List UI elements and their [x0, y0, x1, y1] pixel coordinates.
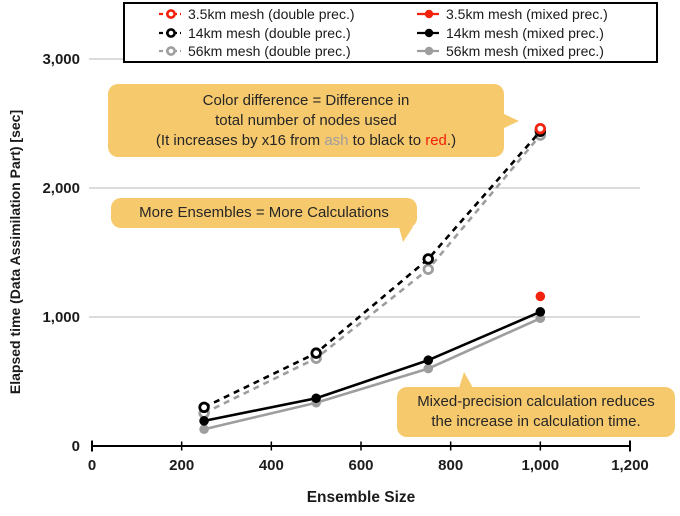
open-circle-marker-icon [159, 9, 181, 19]
series-14km-mesh-double-prec. [198, 125, 547, 414]
y-tick-label: 1,000 [42, 309, 80, 326]
data-point [199, 416, 209, 426]
x-tick-label: 200 [169, 457, 194, 474]
data-point [423, 355, 434, 366]
legend-grid: 3.5km mesh (double prec.) 14km mesh (doub… [133, 5, 648, 61]
legend-label: 56km mesh (mixed prec.) [446, 43, 604, 59]
annotation-color-difference: Color difference = Difference in total nu… [108, 84, 519, 158]
data-point [534, 122, 547, 135]
legend-item-56km-mesh-double-prec.: 56km mesh (double prec.) [133, 42, 391, 61]
callout-tail-right-icon [502, 112, 519, 129]
series-line [203, 310, 541, 423]
open-circle-marker-icon [159, 46, 181, 56]
data-point [422, 253, 434, 265]
annotation-color-difference-text: Color difference = Difference in total nu… [155, 92, 457, 149]
data-point [535, 307, 546, 317]
data-point [535, 291, 546, 302]
series-3.5km-mesh-double-prec. [534, 122, 547, 135]
annotation-more-ensembles: More Ensembles = More Calculations [111, 198, 417, 242]
y-tick-label: 3,000 [42, 51, 80, 68]
data-point [311, 393, 321, 404]
x-tick-label: 600 [348, 457, 373, 474]
x-tick-label: 0 [88, 457, 96, 474]
series-line [203, 130, 542, 409]
filled-circle-marker-icon [417, 28, 439, 37]
legend-item-56km-mesh-mixed-prec.: 56km mesh (mixed prec.) [391, 42, 648, 61]
annotation-more-ensembles-text: More Ensembles = More Calculations [139, 204, 389, 221]
filled-circle-marker-icon [417, 46, 439, 56]
series-14km-mesh-mixed-prec. [199, 307, 546, 426]
x-axis-title: Ensemble Size [306, 489, 416, 506]
legend-label: 14km mesh (mixed prec.) [446, 24, 604, 41]
open-circle-marker-icon [159, 27, 181, 38]
legend-item-3.5km-mesh-mixed-prec.: 3.5km mesh (mixed prec.) [391, 5, 648, 24]
legend-label: 3.5km mesh (double prec.) [188, 6, 355, 22]
legend-label: 56km mesh (double prec.) [188, 43, 351, 59]
annotation-mixed-precision-text: Mixed-precision calculation reduces the i… [417, 393, 655, 430]
x-tick-label: 1,200 [611, 457, 649, 474]
series-3.5km-mesh-mixed-prec. [535, 291, 546, 302]
legend-label: 14km mesh (double prec.) [188, 24, 351, 41]
x-tick-label: 800 [438, 457, 463, 474]
series-56km-mesh-double-prec. [198, 129, 547, 419]
y-axis-title: Elapsed time (Data Assimilation Part) [s… [7, 109, 23, 395]
legend-item-14km-mesh-double-prec.: 14km mesh (double prec.) [133, 23, 391, 42]
data-point [422, 263, 434, 275]
y-tick-label: 0 [72, 438, 80, 455]
chart-legend: 3.5km mesh (double prec.) 14km mesh (doub… [123, 2, 658, 63]
legend-label: 3.5km mesh (mixed prec.) [446, 6, 608, 22]
series-line [203, 134, 542, 415]
data-point [199, 424, 209, 435]
legend-item-3.5km-mesh-double-prec.: 3.5km mesh (double prec.) [133, 5, 391, 24]
legend-item-14km-mesh-mixed-prec.: 14km mesh (mixed prec.) [391, 23, 648, 42]
data-point [198, 401, 210, 414]
data-point [423, 363, 434, 374]
annotation-mixed-precision: Mixed-precision calculation reduces the i… [397, 372, 675, 437]
x-tick-label: 1,000 [522, 457, 560, 474]
series-line [203, 317, 541, 431]
data-point [310, 347, 322, 359]
y-tick-label: 2,000 [42, 180, 80, 197]
filled-circle-marker-icon [417, 9, 439, 19]
callout-tail-up-icon [459, 372, 473, 388]
x-tick-label: 400 [259, 457, 284, 474]
callout-tail-down-icon [399, 226, 413, 242]
